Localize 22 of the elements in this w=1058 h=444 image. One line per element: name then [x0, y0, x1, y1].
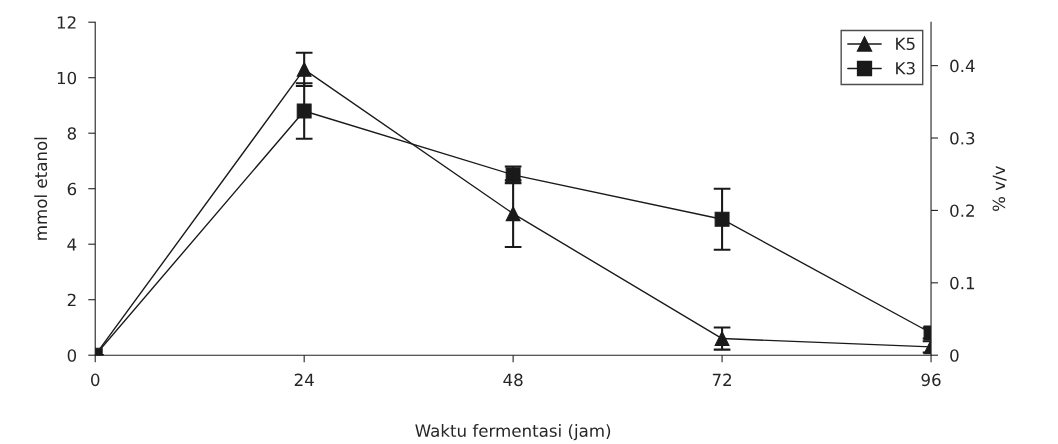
- legend-label: K5: [896, 37, 915, 51]
- y-tick-label: 10: [57, 71, 77, 85]
- y2-tick-label: 0.2: [950, 204, 974, 217]
- x-tick-label: 72: [712, 373, 732, 386]
- y2-axis-title: % v/v: [992, 165, 1007, 212]
- y-tick-label: 6: [67, 182, 77, 196]
- y2-tick-label: 0.4: [950, 59, 975, 73]
- x-tick-label: 96: [921, 373, 941, 387]
- y-tick-label: 4: [67, 238, 77, 251]
- y-tick-label: 8: [67, 127, 77, 140]
- y-tick-label: 12: [57, 16, 76, 29]
- y-tick-label: 2: [67, 293, 76, 307]
- y2-tick-label: 0.1: [950, 276, 975, 290]
- x-tick-label: 48: [503, 373, 523, 387]
- legend-label: K3: [896, 61, 915, 75]
- x-tick-label: 0: [91, 373, 100, 387]
- y2-tick-label: 0.3: [950, 131, 975, 145]
- y-tick-label: 0: [67, 349, 77, 362]
- x-tick-label: 24: [294, 373, 314, 386]
- y-axis-title: mmol etanol: [34, 137, 48, 240]
- x-axis-title: Waktu fermentasi (jam): [415, 424, 611, 441]
- y2-tick-label: 0: [950, 349, 959, 362]
